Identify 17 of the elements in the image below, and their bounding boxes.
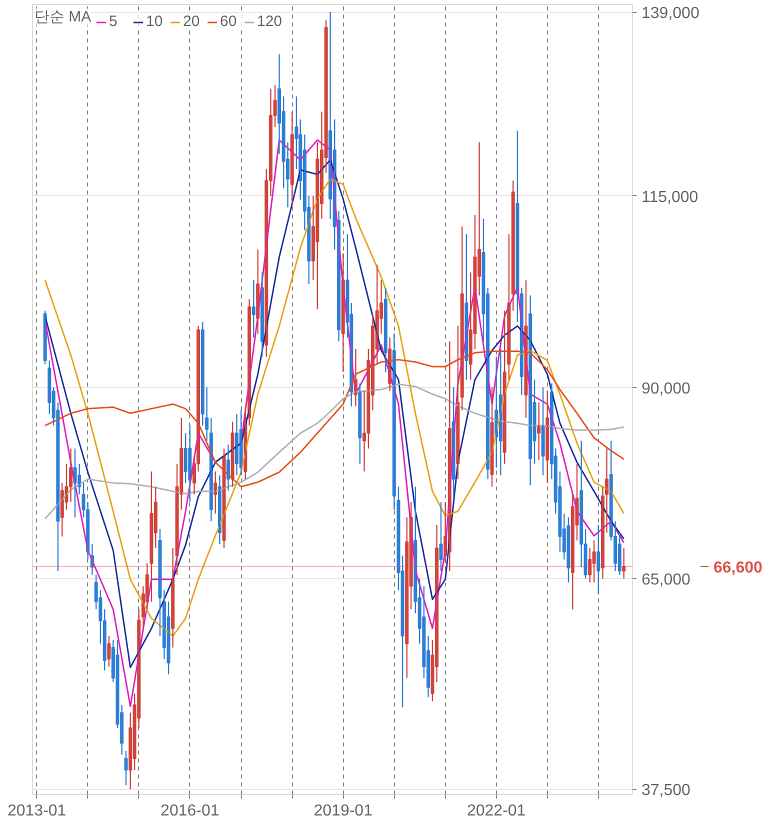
y-tick-label: 139,000 — [642, 5, 700, 22]
y-tick-label: 115,000 — [642, 188, 698, 206]
legend-label: 120 — [257, 13, 282, 30]
line-series — [44, 350, 625, 488]
ref-line-label: 66,600 — [714, 559, 763, 576]
y-tick-label: 65,000 — [642, 572, 691, 589]
legend-label: 20 — [183, 13, 201, 30]
x-tick-label: 2016-01 — [160, 802, 220, 820]
y-tick-label: 90,000 — [642, 380, 691, 398]
x-tick-label: 2022-01 — [466, 802, 526, 820]
x-tick-label: 2013-01 — [7, 802, 66, 820]
legend-title: 단순 MA — [34, 8, 92, 26]
legend-label: 10 — [146, 13, 164, 30]
y-tick-label: 37,500 — [642, 782, 691, 800]
x-tick-label: 2019-01 — [314, 802, 373, 820]
legend-label: 5 — [109, 13, 118, 30]
legend-label: 60 — [220, 13, 238, 30]
